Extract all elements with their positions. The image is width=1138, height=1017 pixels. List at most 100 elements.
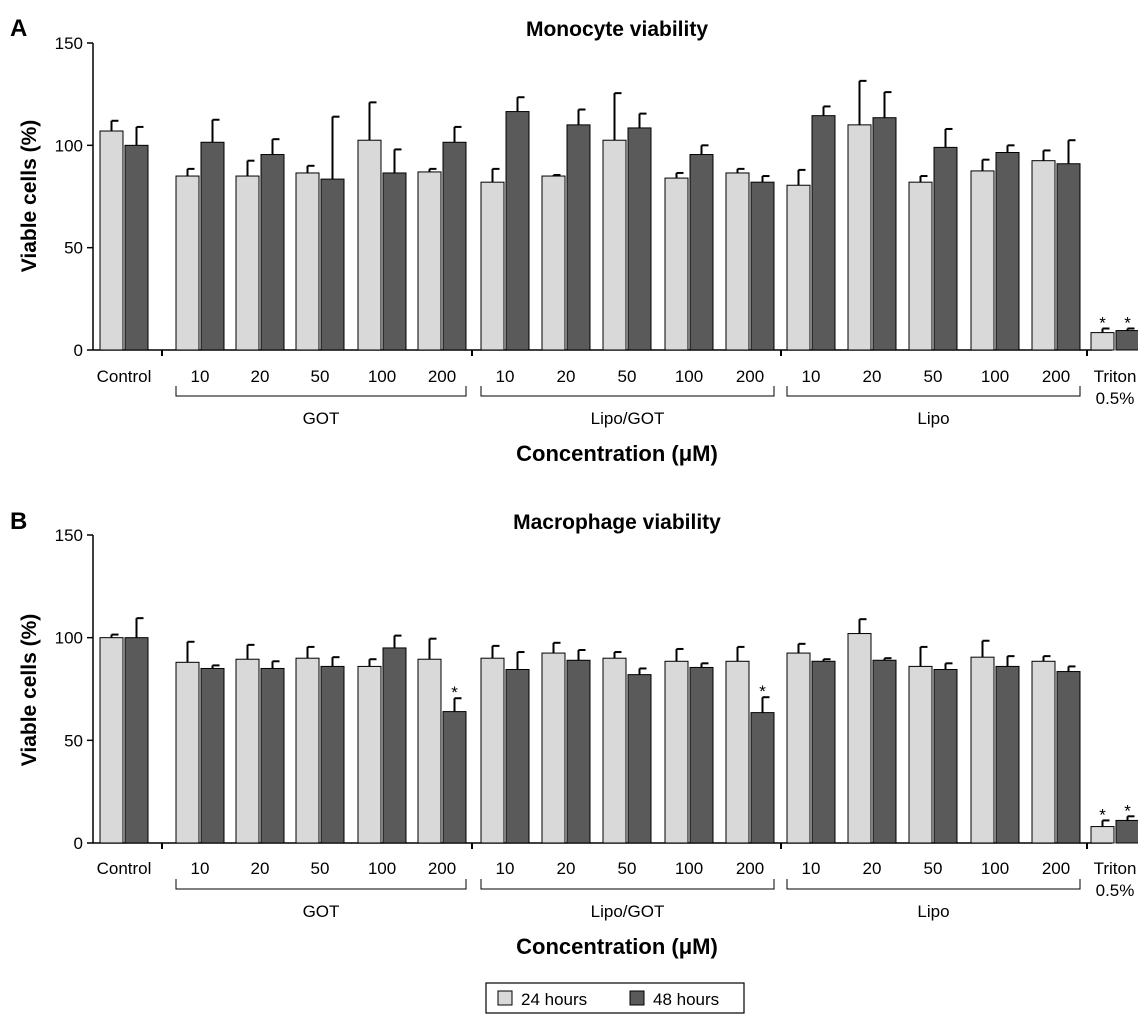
bar — [908, 181, 933, 351]
category-label: 200 — [736, 859, 764, 878]
bar — [1090, 826, 1115, 844]
y-axis-label: Viable cells (%) — [18, 120, 41, 273]
bar — [382, 647, 407, 844]
bar — [442, 711, 467, 844]
bar — [995, 151, 1020, 351]
bar — [1031, 660, 1056, 844]
legend-label-48-hours: 48 hours — [653, 990, 719, 1009]
bar — [602, 139, 627, 351]
category-label: 20 — [251, 859, 270, 878]
bar — [786, 184, 811, 351]
category-label: 20 — [863, 859, 882, 878]
chart-title: Monocyte viability — [526, 18, 708, 41]
category-label: 50 — [311, 859, 330, 878]
bar — [1056, 671, 1081, 844]
bar — [505, 111, 530, 351]
group-label: GOT — [303, 409, 340, 428]
significance-marker: * — [1124, 314, 1131, 333]
category-label: 10 — [802, 859, 821, 878]
y-tick-label: 0 — [74, 341, 83, 360]
bar — [602, 657, 627, 844]
bar — [124, 144, 149, 351]
y-tick-label: 150 — [55, 526, 83, 545]
bar — [260, 667, 285, 844]
bar — [1031, 160, 1056, 351]
bar — [811, 660, 836, 844]
bar — [99, 130, 124, 351]
bar — [750, 712, 775, 844]
bar — [295, 172, 320, 351]
category-label: 100 — [368, 859, 396, 878]
y-tick-label: 150 — [55, 34, 83, 53]
bar — [933, 146, 958, 351]
group-bracket — [480, 879, 775, 890]
bar — [689, 154, 714, 351]
legend-frame — [485, 982, 745, 1014]
y-tick-label: 100 — [55, 136, 83, 155]
category-label: 10 — [496, 859, 515, 878]
category-label: 200 — [428, 859, 456, 878]
group-label: Lipo/GOT — [591, 902, 665, 921]
category-label: 100 — [368, 367, 396, 386]
group-label: Lipo — [917, 409, 949, 428]
bar — [200, 667, 225, 844]
category-label: 10 — [496, 367, 515, 386]
category-label: 200 — [1042, 859, 1070, 878]
bar — [200, 141, 225, 351]
bar — [847, 633, 872, 844]
y-tick-label: 50 — [64, 239, 83, 258]
category-label: 200 — [1042, 367, 1070, 386]
bar — [480, 657, 505, 844]
category-label: 10 — [191, 367, 210, 386]
y-tick-label: 100 — [55, 629, 83, 648]
group-bracket — [480, 386, 775, 397]
significance-marker: * — [451, 683, 458, 702]
x-axis-label: Concentration (μM) — [516, 441, 718, 466]
category-label: 10 — [191, 859, 210, 878]
legend-swatch-48-hours — [629, 990, 645, 1006]
bar — [175, 175, 200, 351]
x-axis-label: Concentration (μM) — [516, 934, 718, 959]
bar — [541, 652, 566, 844]
bar — [1115, 819, 1138, 844]
category-label: 200 — [736, 367, 764, 386]
bar — [970, 656, 995, 844]
category-label: 100 — [675, 367, 703, 386]
category-label: Triton 0.5% — [1094, 859, 1137, 900]
bar — [664, 177, 689, 351]
significance-marker: * — [759, 682, 766, 701]
group-label: Lipo — [917, 902, 949, 921]
category-label: Control — [97, 367, 152, 386]
group-bracket — [175, 386, 467, 397]
category-label: 50 — [618, 859, 637, 878]
bar — [382, 172, 407, 351]
bar — [847, 124, 872, 351]
category-label: 50 — [924, 367, 943, 386]
bar — [1090, 332, 1115, 351]
legend-label-24-hours: 24 hours — [521, 990, 587, 1009]
legend-swatch-24-hours — [497, 990, 513, 1006]
bar — [357, 139, 382, 351]
category-label: 20 — [251, 367, 270, 386]
legend: 24 hours 48 hours — [485, 982, 745, 1014]
bar — [786, 652, 811, 844]
panel-macrophage-viability: B Macrophage viability Viable cells (%) Con… — [10, 508, 1138, 959]
bar — [627, 127, 652, 351]
bar — [725, 172, 750, 351]
bar — [295, 657, 320, 844]
bar — [357, 665, 382, 844]
bar — [417, 171, 442, 351]
bar — [872, 117, 897, 351]
category-label: 50 — [618, 367, 637, 386]
bar — [970, 170, 995, 351]
category-label: 10 — [802, 367, 821, 386]
group-label: GOT — [303, 902, 340, 921]
bar — [124, 637, 149, 844]
category-label: 200 — [428, 367, 456, 386]
bar — [1056, 163, 1081, 351]
bar — [627, 674, 652, 844]
bar — [320, 665, 345, 844]
category-label: 20 — [863, 367, 882, 386]
category-label: 20 — [557, 859, 576, 878]
